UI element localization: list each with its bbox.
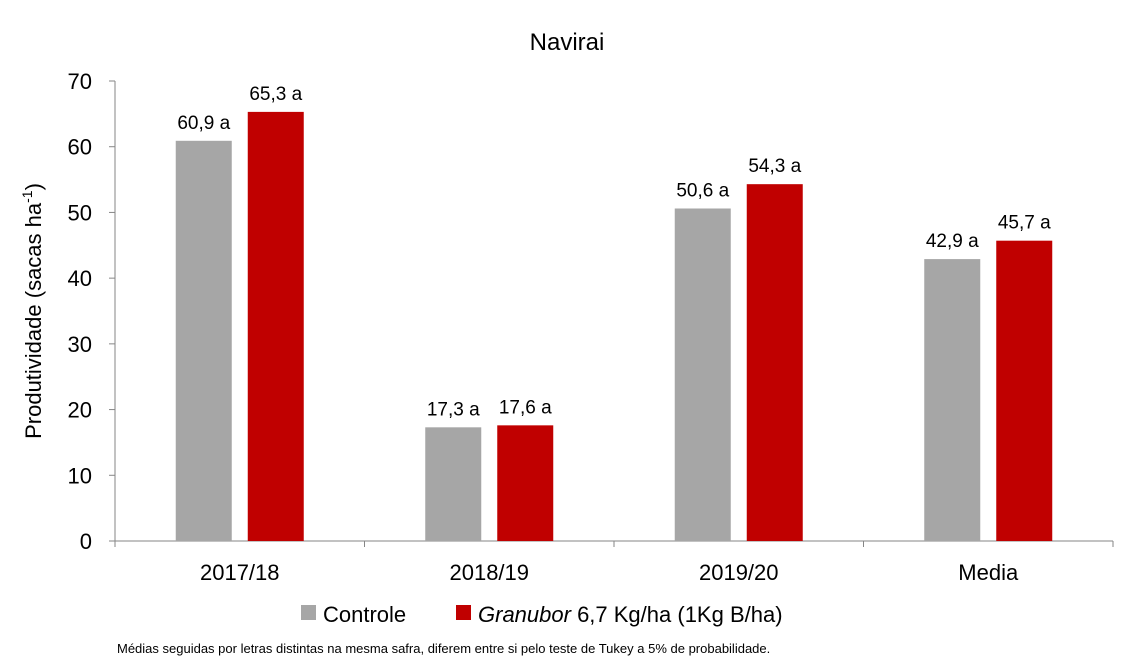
x-tick-label: 2017/18	[200, 560, 280, 585]
y-tick-label: 20	[68, 398, 92, 423]
chart-title: Navirai	[530, 29, 605, 56]
data-label: 60,9 a	[177, 113, 230, 134]
bar	[996, 240, 1053, 541]
bar	[497, 425, 554, 541]
data-label: 54,3 a	[748, 156, 801, 177]
x-tick-label: 2018/19	[449, 560, 529, 585]
y-tick-label: 30	[68, 332, 92, 357]
x-tick-label: Media	[958, 560, 1019, 585]
bar	[746, 184, 803, 541]
legend-label: Granubor 6,7 Kg/ha (1Kg B/ha)	[478, 602, 783, 627]
data-label: 17,6 a	[499, 397, 552, 418]
y-tick-label: 60	[68, 135, 92, 160]
data-label: 50,6 a	[676, 180, 729, 201]
data-label: 65,3 a	[249, 84, 302, 105]
data-label: 45,7 a	[998, 213, 1051, 234]
data-label: 17,3 a	[427, 399, 480, 420]
footnote: Médias seguidas por letras distintas na …	[117, 641, 771, 656]
legend-label: Controle	[323, 602, 406, 627]
y-tick-label: 10	[68, 463, 92, 488]
legend-swatch	[301, 605, 316, 620]
x-tick-label: 2019/20	[699, 560, 779, 585]
bar	[425, 427, 482, 541]
y-tick-label: 70	[68, 69, 92, 94]
data-label: 42,9 a	[926, 231, 979, 252]
y-axis-label: Produtividade (sacas ha-1)	[19, 183, 46, 439]
bar	[674, 208, 731, 541]
y-tick-label: 50	[68, 200, 92, 225]
y-tick-label: 40	[68, 266, 92, 291]
y-tick-label: 0	[80, 529, 92, 554]
legend-swatch	[456, 605, 471, 620]
bar	[175, 140, 232, 542]
bar	[247, 111, 304, 541]
bar	[924, 259, 981, 541]
